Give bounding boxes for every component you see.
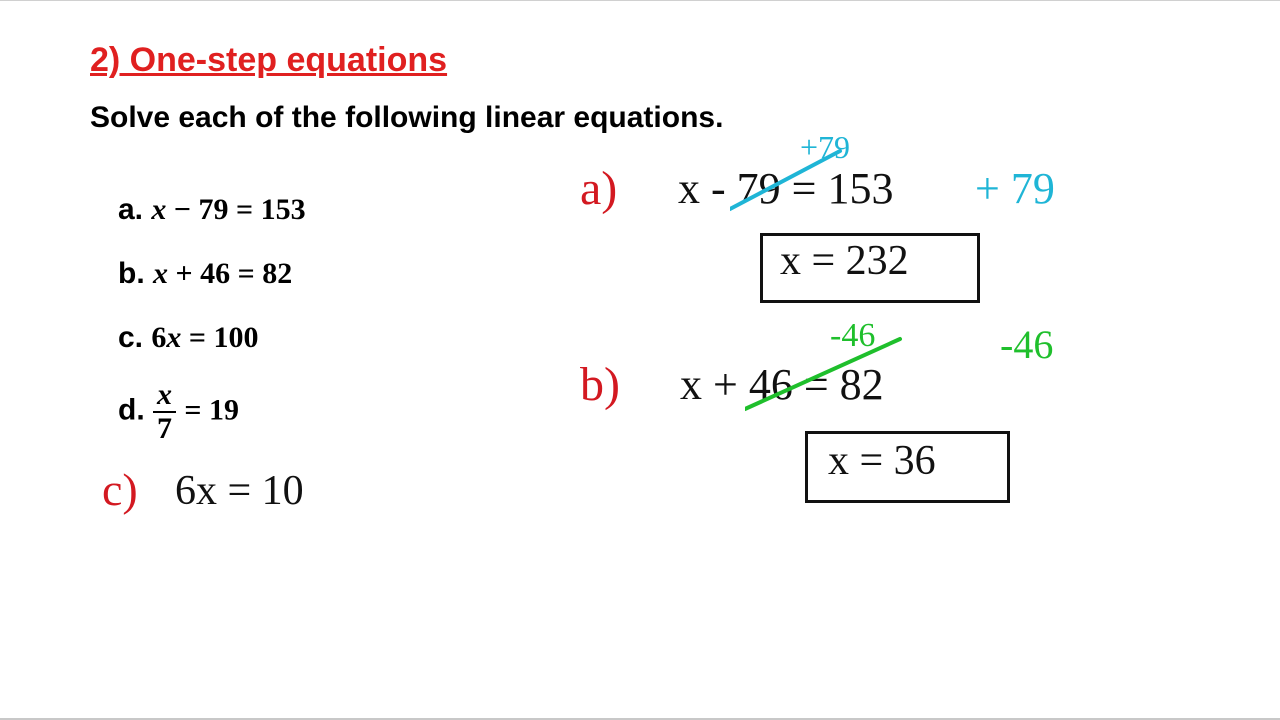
work-c-letter: c): [102, 463, 138, 516]
fraction-denominator: 7: [153, 413, 176, 445]
problem-b: b. x + 46 = 82: [118, 257, 292, 291]
work-b-letter: b): [580, 357, 620, 412]
work-b-sub-right: -46: [1000, 321, 1053, 368]
problem-b-label: b.: [118, 257, 145, 290]
instruction-text: Solve each of the following linear equat…: [90, 101, 723, 135]
work-c-eq: 6x = 10: [175, 467, 304, 515]
problem-a: a. x − 79 = 153: [118, 193, 306, 227]
problem-c-label: c.: [118, 321, 143, 354]
slide-canvas: 2) One-step equations Solve each of the …: [0, 0, 1280, 720]
strike-cyan-a: [730, 141, 890, 221]
problem-d-rhs: = 19: [184, 393, 239, 426]
problem-a-label: a.: [118, 193, 143, 226]
section-title: 2) One-step equations: [90, 41, 447, 80]
problem-c: c. 6x = 100: [118, 321, 258, 355]
answer-b: x = 36: [828, 437, 936, 485]
fraction-numerator: x: [153, 379, 176, 413]
problem-d: d. x 7 = 19: [118, 379, 239, 444]
work-a-add-right: + 79: [975, 163, 1055, 214]
problem-d-label: d.: [118, 393, 145, 426]
answer-a: x = 232: [780, 237, 909, 285]
strike-green-b: [745, 331, 925, 421]
work-a-letter: a): [580, 161, 617, 216]
